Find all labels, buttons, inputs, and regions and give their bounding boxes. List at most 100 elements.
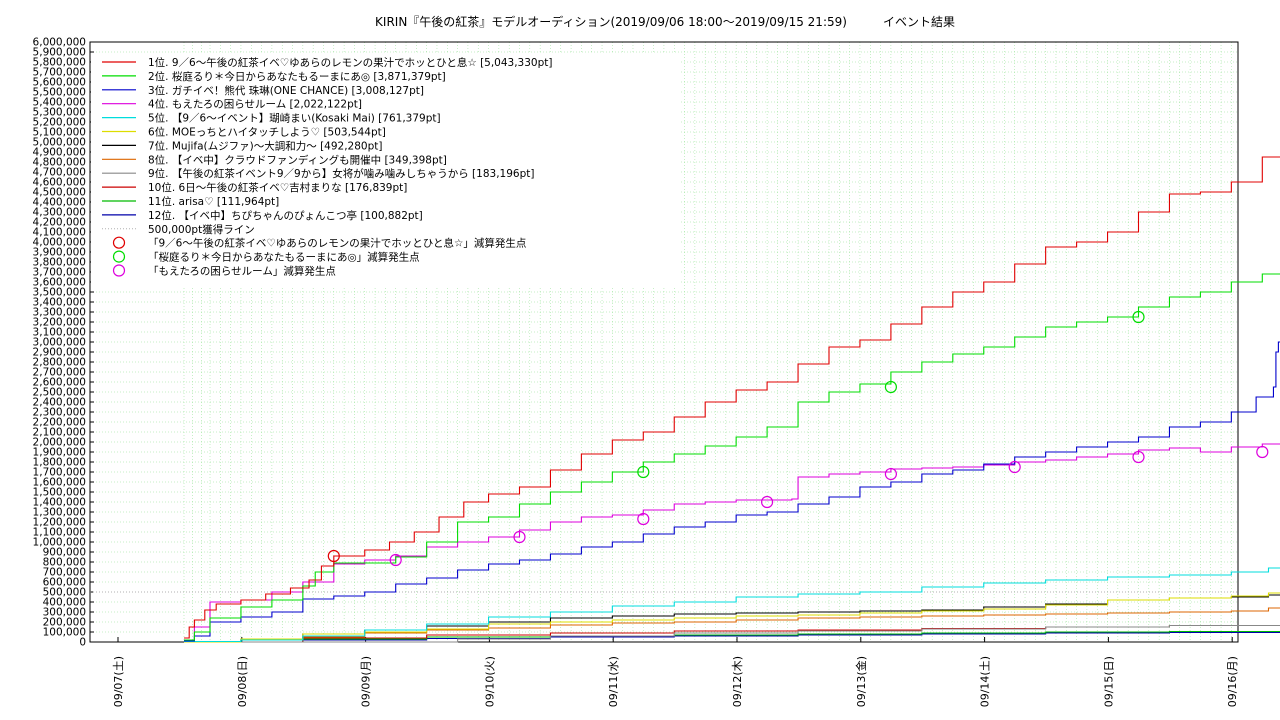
y-tick-label: 4,300,000 [33,207,86,219]
x-tick-label: 09/14(土) [979,656,992,707]
y-tick-label: 2,400,000 [33,397,86,409]
y-tick-label: 2,800,000 [33,357,86,369]
y-tick-label: 3,100,000 [33,327,86,339]
y-tick-label: 1,200,000 [33,517,86,529]
y-tick-label: 1,800,000 [33,457,86,469]
y-tick-label: 5,500,000 [33,87,86,99]
y-tick-label: 1,600,000 [33,477,86,489]
y-tick-label: 3,400,000 [33,297,86,309]
series-line [184,567,1280,643]
legend-entry: 10位. 6日〜午後の紅茶イベ♡吉村まりな [176,839pt] [148,181,407,194]
y-tick-label: 2,200,000 [33,417,86,429]
legend-box [91,54,681,286]
y-tick-label: 2,700,000 [33,367,86,379]
y-tick-label: 1,300,000 [33,507,86,519]
chart-title: KIRIN『午後の紅茶』モデルオーディション(2019/09/06 18:00〜… [375,14,955,29]
y-tick-label: 4,100,000 [33,227,86,239]
legend-entry: 11位. arisa♡ [111,964pt] [148,195,279,208]
y-tick-label: 500,000 [43,587,86,599]
y-tick-label: 4,200,000 [33,217,86,229]
deduction-marker [637,512,650,526]
x-axis-tick-labels: 09/07(土) 09/08(日) 09/09(月) 09/10(火) 09/11(水)… [112,637,1239,707]
x-tick-label: 09/13(金) [854,656,868,707]
y-tick-label: 3,000,000 [33,337,86,349]
legend-entry: 4位. もえたろの困らせルーム [2,022,122pt] [148,98,362,111]
y-tick-label: 5,000,000 [33,137,86,149]
y-tick-label: 5,200,000 [33,117,86,129]
y-tick-label: 2,900,000 [33,347,86,359]
y-tick-label: 4,800,000 [33,157,86,169]
legend-entry: 500,000pt獲得ライン [148,223,255,236]
series-line [184,631,1280,643]
legend-entry: 5位. 【9／6〜イベント】瑚崎まい(Kosaki Mai) [761,379p… [148,112,441,125]
legend-marker [112,250,126,263]
legend-entry: 8位. 【イベ中】クラウドファンディングも開催中 [349,398pt] [148,153,447,166]
legend-entry: 7位. Mujifa(ムジファ)〜大調和力〜 [492,280pt] [148,139,382,152]
y-tick-label: 3,800,000 [33,257,86,269]
deduction-marker [1132,450,1145,464]
deduction-marker [327,549,340,563]
y-tick-label: 3,200,000 [33,317,86,329]
y-tick-label: 3,600,000 [33,277,86,289]
deduction-marker [760,495,774,509]
y-tick-label: 200,000 [43,617,86,629]
series-line [184,630,1280,643]
y-tick-label: 5,800,000 [33,57,86,69]
x-tick-label: 09/16(月) [1226,656,1239,707]
legend-entry: 6位. MOEっちとハイタッチしよう♡ [503,544pt] [148,126,386,139]
series-line [184,592,1280,643]
deduction-marker [1132,310,1145,324]
x-tick-label: 09/09(月) [360,656,373,707]
legend-marker [112,264,126,277]
y-tick-label: 5,100,000 [33,127,86,139]
y-tick-label: 900,000 [43,547,86,559]
legend-entry: 3位. ガチイベ！熊代 珠琳(ONE CHANCE) [3,008,127pt] [148,84,424,97]
series-line [184,341,1280,642]
legend-entry: 2位. 桜庭るり＊今日からあなたもるーまにあ◎ [3,871,379pt] [148,70,446,83]
y-tick-label: 5,900,000 [33,47,86,59]
y-tick-label: 4,700,000 [33,167,86,179]
y-tick-label: 600,000 [43,577,86,589]
deduction-marker [884,380,898,394]
y-tick-label: 100,000 [43,627,86,639]
y-tick-label: 3,500,000 [33,287,86,299]
legend-entry: 12位. 【イベ中】ちぴちゃんのぴょんこつ亭 [100,882pt] [148,209,423,222]
deduction-marker [1008,460,1021,474]
legend-marker [112,236,126,249]
deduction-markers [327,310,1269,567]
y-tick-label: 3,900,000 [33,247,86,259]
y-tick-label: 1,900,000 [33,447,86,459]
y-tick-label: 1,700,000 [33,467,86,479]
y-tick-label: 1,400,000 [33,497,86,509]
x-tick-label: 09/11(水) [607,656,620,707]
x-tick-label: 09/10(火) [483,656,496,707]
legend-entry: 「9／6〜午後の紅茶イベ♡ゆあらのレモンの果汁でホッとひと息☆」減算発生点 [148,237,526,250]
deduction-marker [637,465,650,479]
y-tick-label: 4,400,000 [33,197,86,209]
y-tick-label: 5,400,000 [33,97,86,109]
y-tick-label: 2,600,000 [33,377,86,389]
y-tick-label: 1,500,000 [33,487,86,499]
y-tick-label: 5,300,000 [33,107,86,119]
legend-entry: 「桜庭るり＊今日からあなたもるーまにあ◎」減算発生点 [148,251,420,264]
y-tick-label: 4,000,000 [33,237,86,249]
y-tick-label: 1,100,000 [33,527,86,539]
deduction-marker [513,530,526,544]
y-tick-label: 300,000 [43,607,86,619]
legend-entry: 1位. 9／6〜午後の紅茶イベ♡ゆあらのレモンの果汁でホッとひと息☆ [5,04… [148,56,552,69]
y-tick-label: 800,000 [43,557,86,569]
series-line [184,607,1280,643]
x-tick-label: 09/12(木) [731,656,744,707]
series-line [184,443,1280,642]
y-tick-label: 2,100,000 [33,427,86,439]
series-lines [184,156,1280,643]
y-tick-label: 5,700,000 [33,67,86,79]
y-tick-label: 6,000,000 [33,37,86,49]
y-tick-label: 4,600,000 [33,177,86,189]
y-tick-label: 400,000 [43,597,86,609]
y-tick-label: 2,300,000 [33,407,86,419]
deduction-marker [884,467,898,481]
deduction-marker [389,553,402,567]
y-tick-label: 2,500,000 [33,387,86,399]
y-tick-label: 0 [79,637,86,649]
